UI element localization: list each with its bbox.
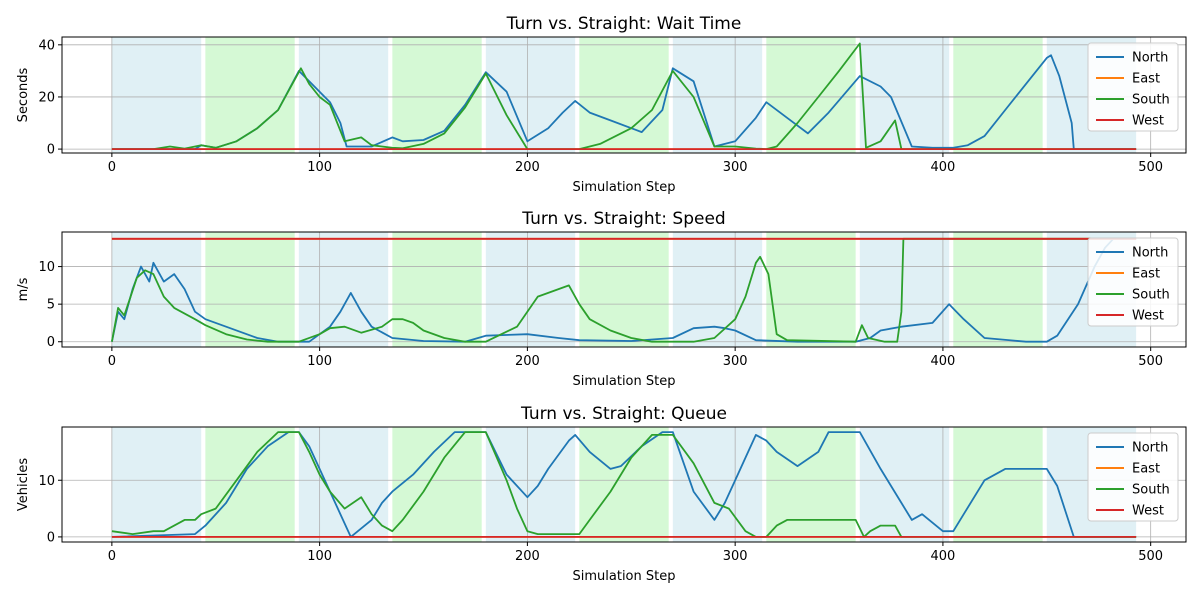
x-tick-label: 0 <box>108 549 116 564</box>
phase-band-ew <box>579 232 669 347</box>
phase-band-ew <box>953 37 1043 153</box>
chart-panel-1: 0 100 200 300 400 500 0 20 40 Turn vs. Straight: … <box>16 14 1187 195</box>
legend-label-east: East <box>1132 462 1160 477</box>
phase-band-ns <box>111 427 202 542</box>
phase-band-ns <box>859 37 950 153</box>
phase-band-ns <box>859 232 950 347</box>
legend-label-east: East <box>1132 72 1160 87</box>
x-tick-label: 500 <box>1138 354 1163 369</box>
phase-band-ns <box>485 427 576 542</box>
axes-frame <box>61 231 1187 348</box>
phase-band-ew <box>953 232 1043 347</box>
phase-band-ew <box>392 232 482 347</box>
phase-band-ns <box>485 232 576 347</box>
x-axis-label: Simulation Step <box>573 374 676 389</box>
phase-band-ew <box>953 427 1043 542</box>
legend-label-north: North <box>1132 51 1168 66</box>
x-axis-label: Simulation Step <box>573 569 676 584</box>
x-tick-label: 300 <box>723 549 748 564</box>
phase-band-ew <box>392 37 482 153</box>
legend-label-west: West <box>1132 504 1164 519</box>
x-tick-label: 400 <box>931 549 956 564</box>
axes-frame <box>61 426 1187 543</box>
legend-label-south: South <box>1132 483 1170 498</box>
y-tick-label: 20 <box>38 90 55 105</box>
legend: North East South West <box>1087 237 1179 327</box>
y-axis-label: m/s <box>16 277 31 301</box>
x-tick-label: 100 <box>307 549 332 564</box>
chart-title: Turn vs. Straight: Speed <box>521 209 725 229</box>
x-tick-label: 200 <box>515 354 540 369</box>
legend: North East South West <box>1087 432 1179 522</box>
phase-band-ew <box>205 232 295 347</box>
phase-band-ns <box>111 37 202 153</box>
phase-shading <box>111 232 1137 347</box>
x-tick-label: 300 <box>723 160 748 175</box>
x-tick-label: 500 <box>1138 160 1163 175</box>
series-line-north <box>111 237 1137 343</box>
y-tick-label: 0 <box>47 335 55 350</box>
phase-shading <box>111 427 1137 542</box>
series-line-north <box>111 431 1137 538</box>
x-tick-label: 400 <box>931 160 956 175</box>
phase-band-ns <box>111 232 202 347</box>
legend-box <box>1087 237 1179 327</box>
series-lines <box>111 431 1137 538</box>
legend-label-north: North <box>1132 441 1168 456</box>
phase-band-ns <box>672 232 763 347</box>
phase-band-ew <box>579 427 669 542</box>
phase-band-ew <box>766 37 856 153</box>
legend-box <box>1087 432 1179 522</box>
phase-band-ew <box>392 427 482 542</box>
y-tick-label: 0 <box>47 530 55 545</box>
phase-band-ns <box>672 37 763 153</box>
x-tick-label: 0 <box>108 354 116 369</box>
phase-band-ns <box>298 427 389 542</box>
chart-panel-2: 0 100 200 300 400 500 0 5 10 Turn vs. Straight: S… <box>16 209 1187 389</box>
phase-band-ns <box>672 427 763 542</box>
legend-label-east: East <box>1132 267 1160 282</box>
legend-label-west: West <box>1132 309 1164 324</box>
x-tick-label: 200 <box>515 160 540 175</box>
chart-panel-3: 0 100 200 300 400 500 0 10 Turn vs. Straight: Qu… <box>16 404 1187 584</box>
series-line-south <box>111 237 1137 343</box>
x-tick-label: 100 <box>307 160 332 175</box>
y-tick-label: 0 <box>47 143 55 158</box>
y-tick-label: 10 <box>38 474 55 489</box>
x-tick-label: 400 <box>931 354 956 369</box>
y-tick-label: 10 <box>38 260 55 275</box>
phase-band-ns <box>859 427 950 542</box>
x-tick-label: 100 <box>307 354 332 369</box>
series-line-south <box>111 42 1137 150</box>
legend-label-west: West <box>1132 114 1164 129</box>
x-axis-label: Simulation Step <box>573 180 676 195</box>
x-tick-label: 0 <box>108 160 116 175</box>
phase-band-ns <box>485 37 576 153</box>
legend-label-south: South <box>1132 93 1170 108</box>
axes-frame <box>61 36 1187 154</box>
x-tick-label: 300 <box>723 354 748 369</box>
x-tick-label: 500 <box>1138 549 1163 564</box>
x-tick-label: 200 <box>515 549 540 564</box>
y-tick-label: 40 <box>38 38 55 53</box>
series-line-south <box>111 431 1137 538</box>
y-tick-label: 5 <box>47 298 55 313</box>
phase-band-ew <box>205 427 295 542</box>
phase-band-ew <box>205 37 295 153</box>
legend-label-south: South <box>1132 288 1170 303</box>
phase-band-ew <box>579 37 669 153</box>
phase-shading <box>111 37 1137 153</box>
chart-title: Turn vs. Straight: Wait Time <box>506 14 742 34</box>
phase-band-ns <box>298 232 389 347</box>
legend-label-north: North <box>1132 246 1168 261</box>
series-lines <box>111 237 1137 343</box>
series-lines <box>111 42 1137 150</box>
legend: North East South West <box>1087 42 1179 132</box>
y-axis-label: Seconds <box>16 67 31 122</box>
y-axis-label: Vehicles <box>16 458 31 511</box>
legend-box <box>1087 42 1179 132</box>
chart-title: Turn vs. Straight: Queue <box>520 404 727 424</box>
phase-band-ew <box>766 232 856 347</box>
